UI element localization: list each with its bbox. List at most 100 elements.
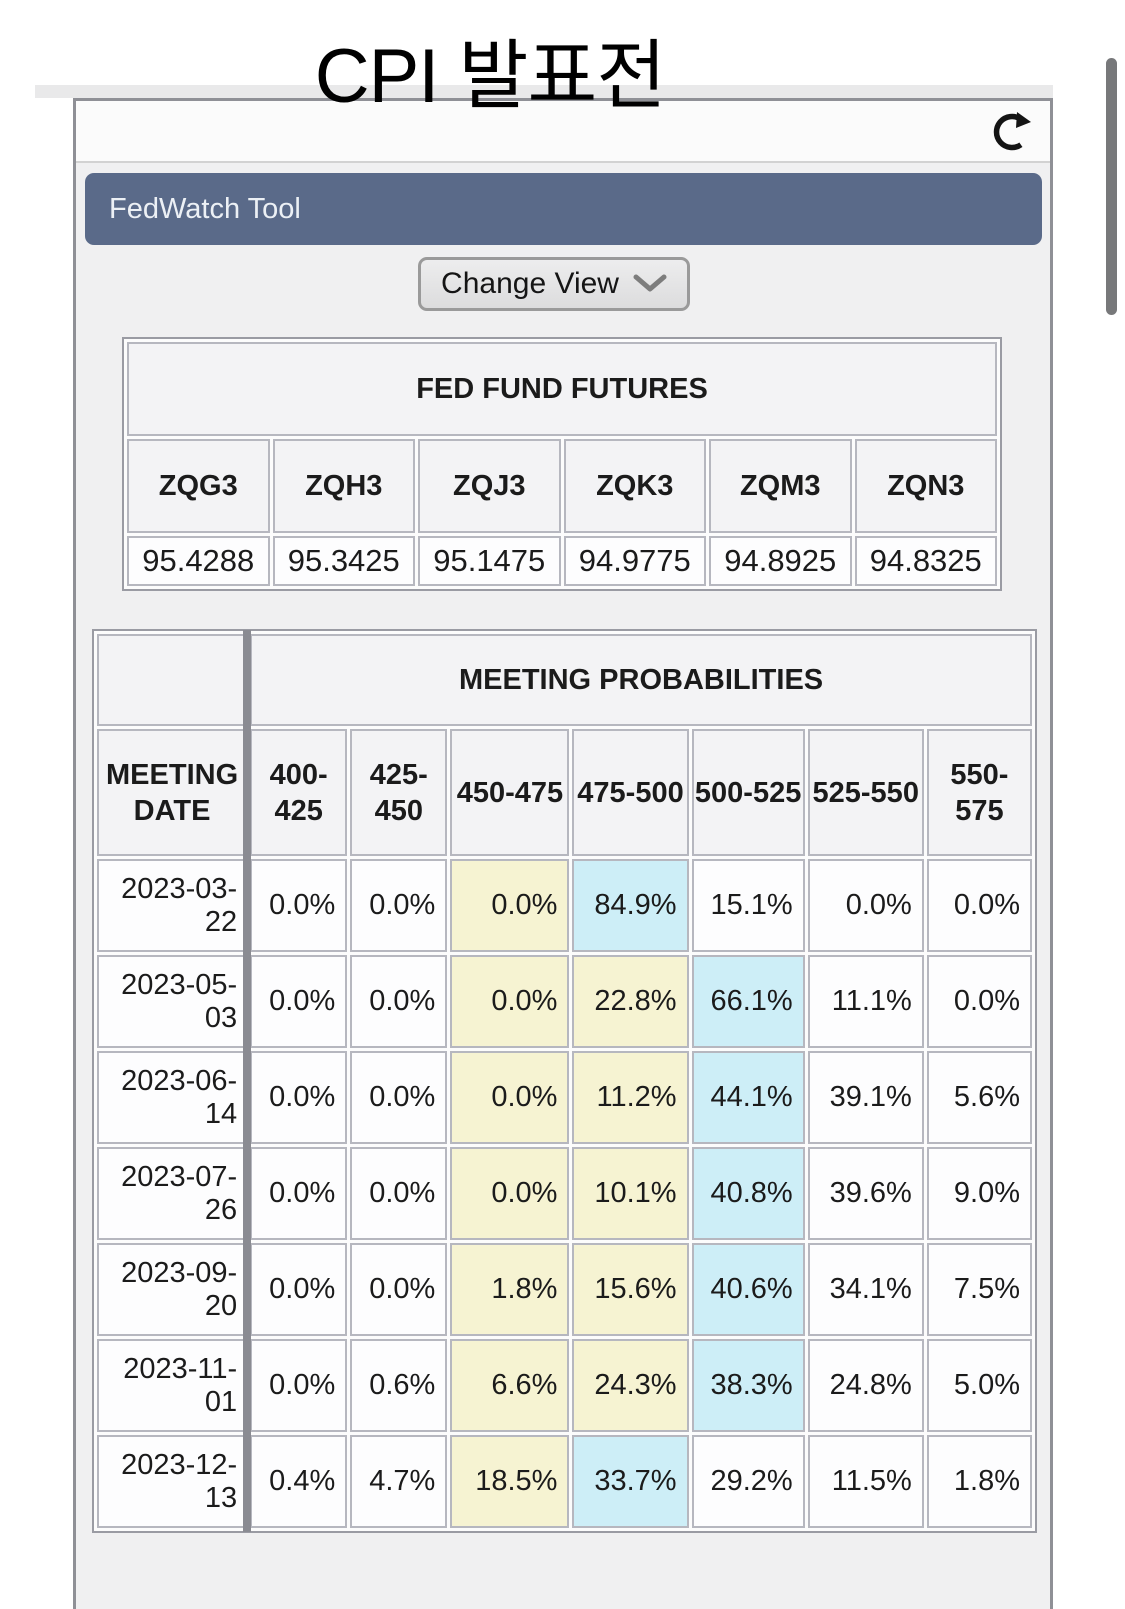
top-strip [35, 85, 1053, 98]
rate-range-header: 500-525 [691, 729, 805, 856]
refresh-icon[interactable] [990, 110, 1034, 154]
rate-range-header: 400-425 [250, 729, 348, 856]
futures-price-cell: 95.3425 [272, 536, 415, 586]
probability-cell: 40.8% [691, 1147, 805, 1240]
probability-cell: 0.0% [450, 955, 570, 1048]
probability-cell: 4.7% [350, 1435, 448, 1528]
probability-cell: 38.3% [691, 1339, 805, 1432]
probability-cell: 7.5% [926, 1243, 1032, 1336]
probability-cell: 33.7% [572, 1435, 689, 1528]
table-row: 2023-12-13 0.4% 4.7% 18.5% 33.7% 29.2% 11.5% 1.… [97, 1435, 1032, 1528]
probability-cell: 0.0% [250, 1051, 348, 1144]
probability-cell: 0.0% [350, 1051, 448, 1144]
table-row: 2023-03-22 0.0% 0.0% 0.0% 84.9% 15.1% 0.0% 0.0% [97, 859, 1032, 952]
rate-range-header: 450-475 [450, 729, 570, 856]
probability-cell: 5.0% [926, 1339, 1032, 1432]
probability-cell: 22.8% [572, 955, 689, 1048]
probability-cell: 0.4% [250, 1435, 348, 1528]
meeting-date-cell: 2023-06-14 [97, 1051, 248, 1144]
rate-range-header: 525-550 [807, 729, 924, 856]
rate-range-header: 425-450 [350, 729, 448, 856]
scrollbar-thumb[interactable] [1106, 58, 1117, 315]
meeting-probabilities-table: MEETING PROBABILITIES MEETING DATE 400-4… [92, 629, 1037, 1533]
probability-cell: 6.6% [450, 1339, 570, 1432]
probability-cell: 1.8% [450, 1243, 570, 1336]
probability-cell: 18.5% [450, 1435, 570, 1528]
probability-cell: 0.0% [350, 955, 448, 1048]
meeting-date-cell: 2023-03-22 [97, 859, 248, 952]
futures-contract-header: ZQH3 [272, 439, 415, 533]
futures-contract-header: ZQG3 [127, 439, 270, 533]
fedwatch-header-bar: FedWatch Tool [85, 173, 1042, 245]
probability-cell: 0.0% [250, 1243, 348, 1336]
probability-cell: 11.1% [807, 955, 924, 1048]
futures-price-cell: 95.1475 [418, 536, 561, 586]
rate-range-header: 550-575 [926, 729, 1032, 856]
futures-price-cell: 94.9775 [563, 536, 706, 586]
date-column-separator [243, 630, 251, 1532]
probability-cell: 39.6% [807, 1147, 924, 1240]
probability-cell: 0.0% [250, 1339, 348, 1432]
probability-cell: 40.6% [691, 1243, 805, 1336]
probability-cell: 29.2% [691, 1435, 805, 1528]
probability-cell: 10.1% [572, 1147, 689, 1240]
meeting-date-cell: 2023-11-01 [97, 1339, 248, 1432]
page-title: CPI 발표전 [314, 34, 667, 119]
probability-cell: 0.0% [250, 859, 348, 952]
chevron-down-icon [633, 274, 667, 294]
probability-cell: 44.1% [691, 1051, 805, 1144]
probability-cell: 0.0% [250, 955, 348, 1048]
meeting-date-cell: 2023-09-20 [97, 1243, 248, 1336]
probability-cell: 15.6% [572, 1243, 689, 1336]
meeting-date-cell: 2023-12-13 [97, 1435, 248, 1528]
futures-price-cell: 94.8925 [709, 536, 852, 586]
probability-cell: 0.0% [350, 859, 448, 952]
futures-contract-header: ZQK3 [563, 439, 706, 533]
probability-cell: 24.3% [572, 1339, 689, 1432]
probability-cell: 0.0% [250, 1147, 348, 1240]
fedwatch-widget: FedWatch Tool Change View FED FUND FUTUR… [73, 98, 1053, 1609]
probability-cell: 0.0% [350, 1147, 448, 1240]
meeting-date-cell: 2023-07-26 [97, 1147, 248, 1240]
table-row: 2023-06-14 0.0% 0.0% 0.0% 11.2% 44.1% 39.1% 5.6… [97, 1051, 1032, 1144]
probability-cell: 66.1% [691, 955, 805, 1048]
probability-cell: 0.0% [350, 1243, 448, 1336]
probability-cell: 84.9% [572, 859, 689, 952]
meeting-date-cell: 2023-05-03 [97, 955, 248, 1048]
widget-topbar [76, 101, 1050, 163]
change-view-label: Change View [441, 267, 619, 300]
fed-fund-futures-table: FED FUND FUTURES ZQG3 ZQH3 ZQJ3 ZQK3 ZQM3 ZQN… [122, 337, 1002, 591]
probability-cell: 9.0% [926, 1147, 1032, 1240]
table-row: 2023-11-01 0.0% 0.6% 6.6% 24.3% 38.3% 24.8% 5.0… [97, 1339, 1032, 1432]
probability-cell: 0.0% [926, 955, 1032, 1048]
probability-cell: 0.6% [350, 1339, 448, 1432]
probability-cell: 0.0% [926, 859, 1032, 952]
probability-cell: 11.5% [807, 1435, 924, 1528]
probability-cell: 34.1% [807, 1243, 924, 1336]
probability-cell: 24.8% [807, 1339, 924, 1432]
probability-cell: 0.0% [807, 859, 924, 952]
table-row: 2023-05-03 0.0% 0.0% 0.0% 22.8% 66.1% 11.1% 0.0… [97, 955, 1032, 1048]
futures-price-cell: 95.4288 [127, 536, 270, 586]
fedwatch-header-label: FedWatch Tool [109, 193, 301, 225]
change-view-button[interactable]: Change View [418, 257, 690, 311]
meeting-date-header: MEETING DATE [97, 729, 248, 856]
probability-cell: 11.2% [572, 1051, 689, 1144]
futures-contract-header: ZQN3 [854, 439, 997, 533]
table-row: 2023-07-26 0.0% 0.0% 0.0% 10.1% 40.8% 39.6% 9.0… [97, 1147, 1032, 1240]
futures-table-title: FED FUND FUTURES [127, 342, 997, 436]
table-row: 2023-09-20 0.0% 0.0% 1.8% 15.6% 40.6% 34.1% 7.5… [97, 1243, 1032, 1336]
probability-cell: 0.0% [450, 1147, 570, 1240]
futures-price-cell: 94.8325 [854, 536, 997, 586]
probability-cell: 0.0% [450, 1051, 570, 1144]
corner-cell [97, 634, 248, 726]
futures-contract-header: ZQM3 [709, 439, 852, 533]
rate-range-header: 475-500 [572, 729, 689, 856]
probability-cell: 1.8% [926, 1435, 1032, 1528]
probabilities-table-title: MEETING PROBABILITIES [250, 634, 1032, 726]
probability-cell: 5.6% [926, 1051, 1032, 1144]
futures-contract-header: ZQJ3 [418, 439, 561, 533]
probability-cell: 0.0% [450, 859, 570, 952]
probability-cell: 39.1% [807, 1051, 924, 1144]
probability-cell: 15.1% [691, 859, 805, 952]
